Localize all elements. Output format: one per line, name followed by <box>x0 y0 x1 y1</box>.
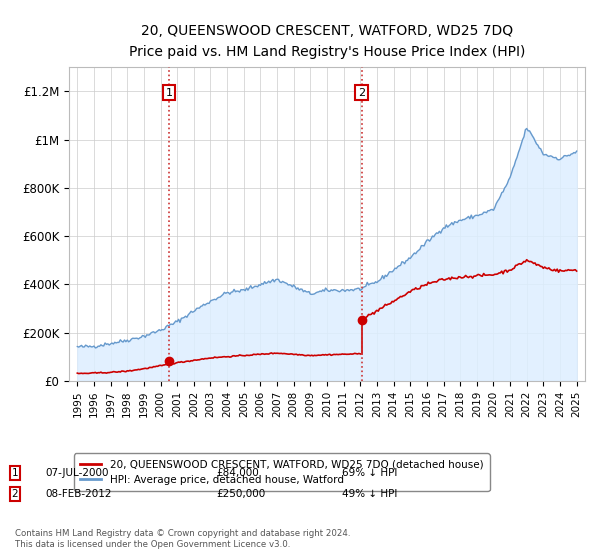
Text: £84,000: £84,000 <box>216 468 259 478</box>
Text: 1: 1 <box>166 87 173 97</box>
Text: 2: 2 <box>358 87 365 97</box>
Text: 08-FEB-2012: 08-FEB-2012 <box>45 489 112 499</box>
Text: 07-JUL-2000: 07-JUL-2000 <box>45 468 109 478</box>
Legend: 20, QUEENSWOOD CRESCENT, WATFORD, WD25 7DQ (detached house), HPI: Average price,: 20, QUEENSWOOD CRESCENT, WATFORD, WD25 7… <box>74 454 490 491</box>
Text: Contains HM Land Registry data © Crown copyright and database right 2024.
This d: Contains HM Land Registry data © Crown c… <box>15 529 350 549</box>
Text: 1: 1 <box>11 468 19 478</box>
Text: 49% ↓ HPI: 49% ↓ HPI <box>342 489 397 499</box>
Text: £250,000: £250,000 <box>216 489 265 499</box>
Text: 69% ↓ HPI: 69% ↓ HPI <box>342 468 397 478</box>
Title: 20, QUEENSWOOD CRESCENT, WATFORD, WD25 7DQ
Price paid vs. HM Land Registry's Hou: 20, QUEENSWOOD CRESCENT, WATFORD, WD25 7… <box>129 25 525 59</box>
Text: 2: 2 <box>11 489 19 499</box>
